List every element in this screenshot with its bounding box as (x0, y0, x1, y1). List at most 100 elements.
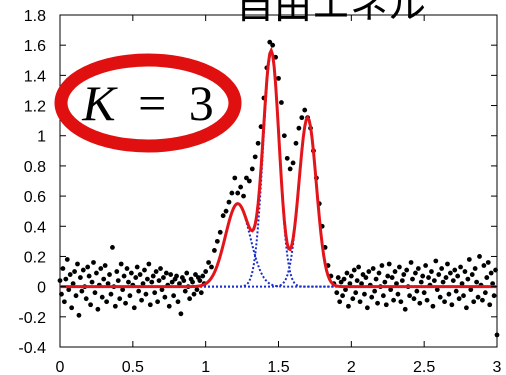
data-point (133, 275, 139, 280)
data-point (379, 263, 385, 268)
data-point (76, 312, 82, 318)
data-point (402, 306, 408, 312)
data-point (86, 273, 92, 279)
data-point (177, 281, 182, 287)
data-point (415, 266, 421, 271)
data-point (69, 305, 75, 311)
data-point (482, 290, 488, 296)
data-point (61, 299, 67, 305)
k-variable: K (81, 75, 118, 131)
y-tick-label: -0.4 (18, 340, 46, 357)
axis-ticks: 1.8 1.6 1.4 1.2 1 0.8 0.6 0.4 0.2 0 -0.2 -0.4 0 0.5 1 1… (18, 8, 501, 375)
data-point (359, 281, 364, 287)
y-tick-label: 1.6 (24, 38, 46, 55)
data-point (436, 272, 442, 277)
data-point (446, 291, 452, 297)
data-point (83, 296, 89, 302)
data-point (191, 291, 197, 297)
data-point (356, 264, 362, 270)
data-point (418, 279, 424, 285)
data-point (335, 275, 341, 280)
data-point (80, 267, 86, 273)
data-point (146, 261, 152, 267)
data-point (392, 269, 398, 274)
data-point (417, 300, 423, 306)
data-point (346, 303, 351, 309)
data-point (270, 42, 276, 48)
data-point (462, 269, 468, 274)
data-point (114, 269, 120, 274)
data-point (226, 199, 232, 205)
data-point (487, 302, 493, 308)
data-point (187, 296, 193, 302)
mixture-curve (60, 46, 497, 289)
data-point (380, 293, 386, 299)
data-point (241, 193, 246, 199)
data-point (115, 278, 121, 283)
data-point (411, 296, 417, 302)
data-point (238, 184, 244, 190)
data-point (439, 266, 445, 271)
data-point (246, 178, 252, 184)
data-point (175, 299, 181, 305)
data-point (351, 267, 357, 273)
data-point (267, 39, 273, 45)
data-point (155, 299, 161, 305)
data-point (197, 278, 203, 283)
data-point (337, 299, 343, 305)
data-point (163, 270, 169, 276)
data-point (124, 266, 130, 271)
data-point (413, 270, 418, 276)
data-point (136, 288, 142, 294)
data-point (475, 294, 481, 300)
data-point (118, 261, 124, 267)
data-point (296, 125, 302, 131)
data-point (102, 263, 108, 268)
data-point (354, 278, 360, 283)
data-point (491, 293, 497, 299)
data-point (471, 299, 477, 305)
data-point (214, 238, 220, 244)
y-tick-label: 0 (37, 280, 46, 297)
data-point (370, 266, 376, 271)
data-point (453, 288, 459, 294)
data-point (206, 260, 211, 265)
data-point (466, 257, 472, 262)
data-point (458, 264, 463, 270)
annotation: K = 3 (54, 53, 242, 153)
x-tick-label: 2 (347, 359, 356, 375)
data-point (139, 297, 144, 303)
data-point (107, 272, 112, 277)
data-point (347, 281, 353, 287)
data-point (145, 276, 150, 282)
data-point (89, 279, 95, 285)
data-point (59, 291, 64, 297)
data-point (452, 267, 458, 273)
data-point (493, 267, 498, 273)
data-point (184, 270, 190, 276)
y-tick-label: 1.8 (24, 8, 46, 25)
y-tick-label: 0.4 (24, 219, 46, 236)
data-point (149, 279, 155, 285)
data-point (420, 273, 426, 279)
data-point (455, 273, 461, 279)
data-point (105, 281, 111, 287)
data-point (198, 290, 204, 296)
data-point (178, 311, 184, 317)
data-point (91, 260, 96, 265)
data-point (398, 299, 404, 305)
data-point (255, 140, 261, 146)
highlight-ellipse (54, 53, 242, 153)
data-point (395, 291, 401, 297)
data-point (394, 281, 399, 287)
data-point (128, 270, 134, 276)
k-equals-sign: = (138, 75, 166, 131)
y-tick-label: -0.2 (18, 310, 46, 327)
data-point (121, 273, 127, 279)
data-point (401, 272, 407, 277)
data-point (276, 75, 281, 81)
data-point (410, 276, 415, 282)
data-point (360, 272, 366, 277)
